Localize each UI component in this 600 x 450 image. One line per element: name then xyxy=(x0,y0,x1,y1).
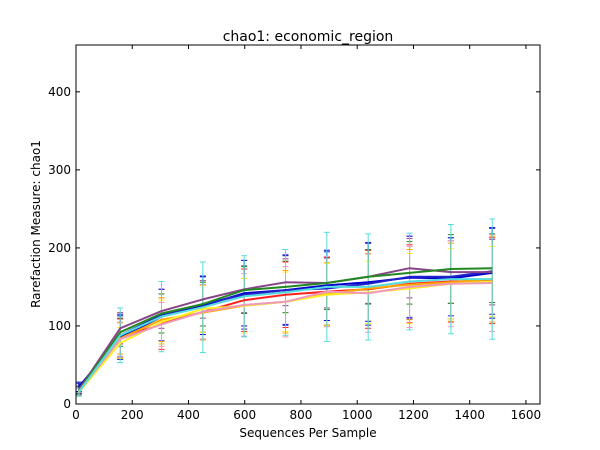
plot-area: 0 200 400 600 800 1000 1200 1400 1600 0 100 200 300 4… xyxy=(48,44,541,422)
x-axis-label: Sequences Per Sample xyxy=(239,426,376,440)
ticks-layer: 0 200 400 600 800 1000 1200 1400 1600 0 100 200 300 4… xyxy=(48,45,541,422)
y-axis-label: Rarefaction Measure: chao1 xyxy=(29,140,43,308)
x-tick-label: 1000 xyxy=(342,408,373,422)
plot-frame xyxy=(75,44,541,405)
series-line-4 xyxy=(77,267,493,392)
x-tick-label: 1400 xyxy=(454,408,485,422)
series-line-8 xyxy=(78,282,493,393)
y-tick-label: 300 xyxy=(48,163,71,177)
x-tick-label: 600 xyxy=(233,408,256,422)
chart-title: chao1: economic_region xyxy=(223,29,394,45)
x-tick-label: 0 xyxy=(72,408,80,422)
x-tick-label: 200 xyxy=(121,408,144,422)
y-tick-label: 200 xyxy=(48,241,71,255)
y-tick-label: 100 xyxy=(48,319,71,333)
y-tick-label: 400 xyxy=(48,85,71,99)
series-line-9 xyxy=(77,278,493,393)
x-tick-label: 1600 xyxy=(511,408,542,422)
x-tick-label: 800 xyxy=(290,408,313,422)
y-tick-label: 0 xyxy=(63,397,71,411)
series-layer xyxy=(75,218,496,397)
series-line-3 xyxy=(77,267,493,391)
x-tick-label: 1200 xyxy=(398,408,429,422)
x-tick-label: 400 xyxy=(177,408,200,422)
